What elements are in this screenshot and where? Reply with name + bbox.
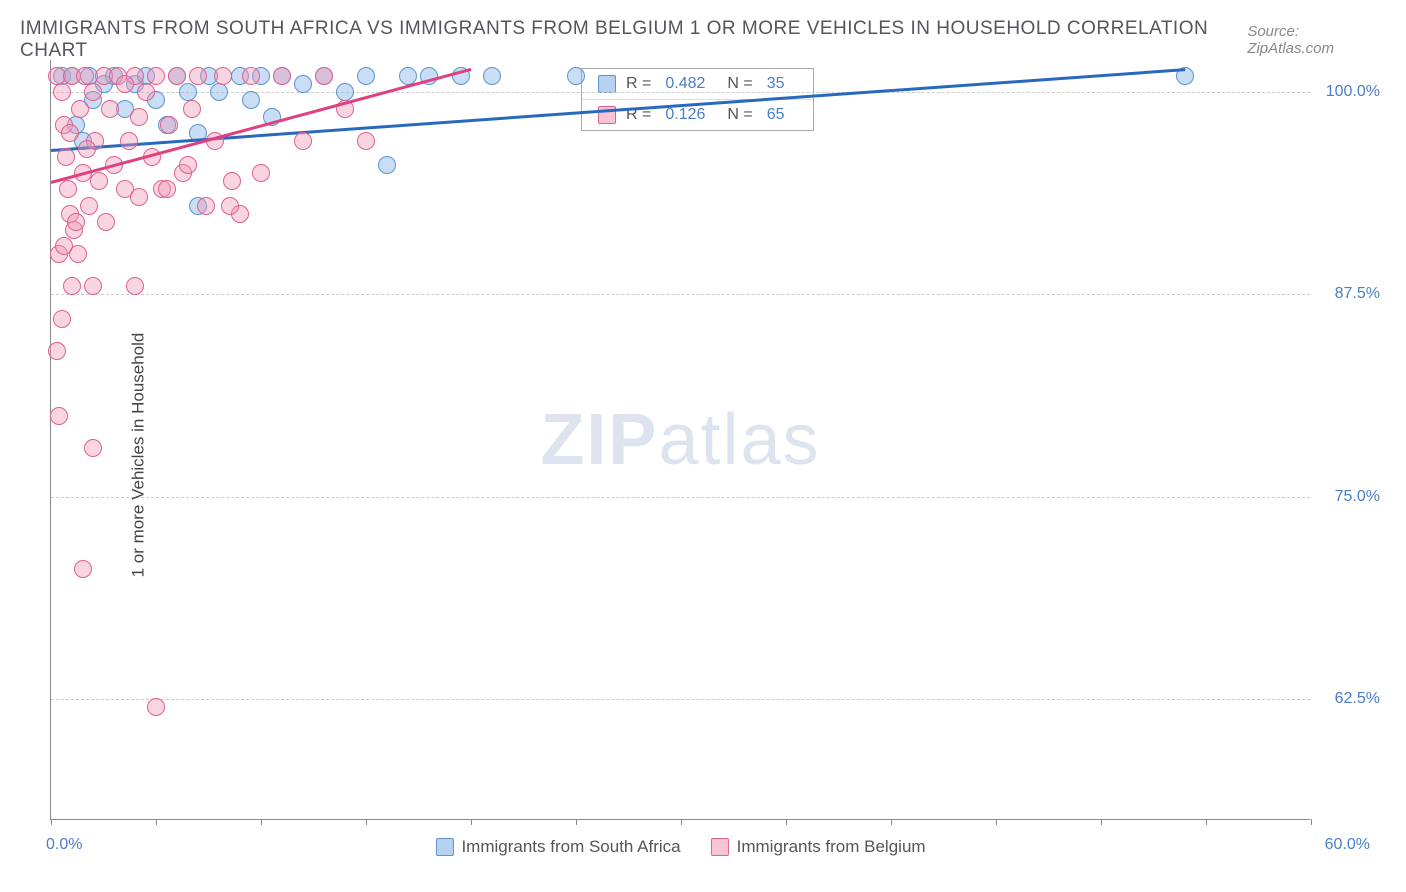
data-point bbox=[160, 116, 178, 134]
data-point bbox=[137, 83, 155, 101]
watermark: ZIPatlas bbox=[540, 399, 820, 481]
data-point bbox=[53, 310, 71, 328]
data-point bbox=[78, 140, 96, 158]
data-point bbox=[294, 75, 312, 93]
data-point bbox=[223, 172, 241, 190]
data-point bbox=[483, 67, 501, 85]
x-tick bbox=[891, 819, 892, 825]
data-point bbox=[84, 277, 102, 295]
grid-line bbox=[51, 92, 1310, 93]
data-point bbox=[273, 67, 291, 85]
y-tick-label: 75.0% bbox=[1320, 488, 1380, 506]
n-value-blue: 35 bbox=[767, 75, 785, 93]
data-point bbox=[101, 100, 119, 118]
plot-area: ZIPatlas R = 0.482 N = 35 R = 0.126 N = … bbox=[50, 60, 1310, 820]
x-tick bbox=[996, 819, 997, 825]
x-tick bbox=[576, 819, 577, 825]
data-point bbox=[242, 67, 260, 85]
x-tick bbox=[471, 819, 472, 825]
data-point bbox=[80, 197, 98, 215]
data-point bbox=[221, 197, 239, 215]
data-point bbox=[214, 67, 232, 85]
data-point bbox=[179, 156, 197, 174]
data-point bbox=[357, 67, 375, 85]
data-point bbox=[158, 180, 176, 198]
legend-label: Immigrants from Belgium bbox=[737, 837, 926, 857]
series-legend: Immigrants from South Africa Immigrants f… bbox=[435, 837, 925, 857]
data-point bbox=[242, 91, 260, 109]
data-point bbox=[126, 277, 144, 295]
r-label: R = bbox=[626, 75, 651, 93]
data-point bbox=[63, 277, 81, 295]
x-tick bbox=[786, 819, 787, 825]
x-tick bbox=[681, 819, 682, 825]
y-axis-label: 1 or more Vehicles in Household bbox=[128, 333, 148, 578]
data-point bbox=[179, 83, 197, 101]
source-label: Source: ZipAtlas.com bbox=[1247, 23, 1386, 57]
data-point bbox=[147, 67, 165, 85]
legend-label: Immigrants from South Africa bbox=[461, 837, 680, 857]
data-point bbox=[130, 108, 148, 126]
x-tick bbox=[156, 819, 157, 825]
pink-swatch-icon bbox=[711, 838, 729, 856]
data-point bbox=[50, 407, 68, 425]
x-min-label: 0.0% bbox=[46, 836, 82, 854]
data-point bbox=[197, 197, 215, 215]
y-tick-label: 62.5% bbox=[1320, 690, 1380, 708]
data-point bbox=[252, 164, 270, 182]
data-point bbox=[84, 83, 102, 101]
n-label: N = bbox=[727, 106, 752, 124]
chart-container: ZIPatlas R = 0.482 N = 35 R = 0.126 N = … bbox=[50, 60, 1370, 850]
data-point bbox=[130, 188, 148, 206]
data-point bbox=[71, 100, 89, 118]
data-point bbox=[120, 132, 138, 150]
x-tick bbox=[366, 819, 367, 825]
data-point bbox=[116, 75, 134, 93]
x-tick bbox=[1206, 819, 1207, 825]
data-point bbox=[189, 67, 207, 85]
data-point bbox=[567, 67, 585, 85]
grid-line bbox=[51, 699, 1310, 700]
data-point bbox=[97, 213, 115, 231]
n-label: N = bbox=[727, 75, 752, 93]
x-max-label: 60.0% bbox=[1325, 836, 1370, 854]
x-tick bbox=[1311, 819, 1312, 825]
data-point bbox=[53, 83, 71, 101]
data-point bbox=[147, 698, 165, 716]
data-point bbox=[294, 132, 312, 150]
data-point bbox=[183, 100, 201, 118]
n-value-pink: 65 bbox=[767, 106, 785, 124]
data-point bbox=[61, 124, 79, 142]
blue-swatch-icon bbox=[435, 838, 453, 856]
r-value-blue: 0.482 bbox=[665, 75, 705, 93]
data-point bbox=[378, 156, 396, 174]
x-tick bbox=[51, 819, 52, 825]
y-tick-label: 100.0% bbox=[1320, 83, 1380, 101]
chart-title: IMMIGRANTS FROM SOUTH AFRICA VS IMMIGRAN… bbox=[20, 18, 1247, 62]
x-tick bbox=[1101, 819, 1102, 825]
data-point bbox=[48, 342, 66, 360]
legend-item: Immigrants from South Africa bbox=[435, 837, 680, 857]
y-tick-label: 87.5% bbox=[1320, 285, 1380, 303]
grid-line bbox=[51, 497, 1310, 498]
stats-row-blue: R = 0.482 N = 35 bbox=[582, 69, 813, 100]
data-point bbox=[168, 67, 186, 85]
blue-swatch-icon bbox=[598, 75, 616, 93]
data-point bbox=[59, 180, 77, 198]
data-point bbox=[69, 245, 87, 263]
r-value-pink: 0.126 bbox=[665, 106, 705, 124]
grid-line bbox=[51, 294, 1310, 295]
data-point bbox=[67, 213, 85, 231]
data-point bbox=[357, 132, 375, 150]
data-point bbox=[315, 67, 333, 85]
x-tick bbox=[261, 819, 262, 825]
data-point bbox=[84, 439, 102, 457]
data-point bbox=[210, 83, 228, 101]
data-point bbox=[57, 148, 75, 166]
data-point bbox=[74, 560, 92, 578]
legend-item: Immigrants from Belgium bbox=[711, 837, 926, 857]
data-point bbox=[90, 172, 108, 190]
